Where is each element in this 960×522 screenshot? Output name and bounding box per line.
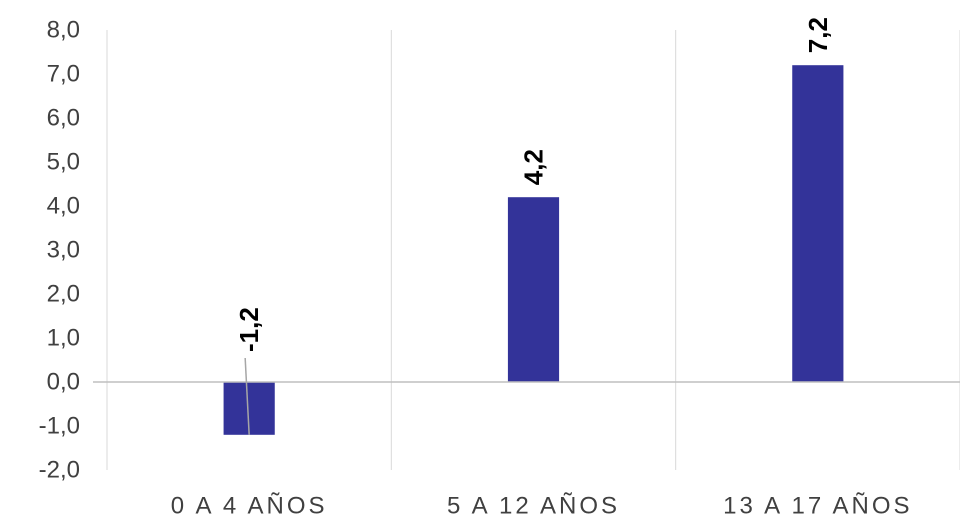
x-tick-label: 13 A 17 AÑOS: [723, 493, 912, 520]
y-tick-label: 6,0: [47, 105, 80, 132]
x-tick-label: 0 A 4 AÑOS: [171, 493, 328, 520]
y-tick-label: -2,0: [39, 457, 80, 484]
data-labels: -1,2 4,2 7,2: [234, 17, 833, 352]
leader-lines: [244, 357, 250, 435]
leader-line: [244, 357, 250, 435]
y-tick-label: 0,0: [47, 369, 80, 396]
data-label: 7,2: [803, 17, 833, 53]
x-axis-labels: 0 A 4 AÑOS 5 A 12 AÑOS 13 A 17 AÑOS: [171, 493, 912, 520]
y-tick-label: 5,0: [47, 149, 80, 176]
y-tick-label: -1,0: [39, 413, 80, 440]
y-tick-label: 1,0: [47, 325, 80, 352]
y-tick-label: 2,0: [47, 281, 80, 308]
bar: [507, 197, 560, 382]
grid-lines: [106, 30, 960, 470]
bars: [223, 65, 844, 435]
x-tick-label: 5 A 12 AÑOS: [447, 493, 620, 520]
y-tick-label: 7,0: [47, 61, 80, 88]
y-tick-label: 4,0: [47, 193, 80, 220]
y-tick-label: 8,0: [47, 17, 80, 44]
data-label: -1,2: [234, 307, 264, 352]
data-label: 4,2: [519, 149, 549, 185]
y-axis-ticks: 8,0 7,0 6,0 5,0 4,0 3,0 2,0 1,0 0,0 -1,0 -2,0: [39, 17, 80, 484]
bar: [792, 65, 844, 382]
y-tick-label: 3,0: [47, 237, 80, 264]
